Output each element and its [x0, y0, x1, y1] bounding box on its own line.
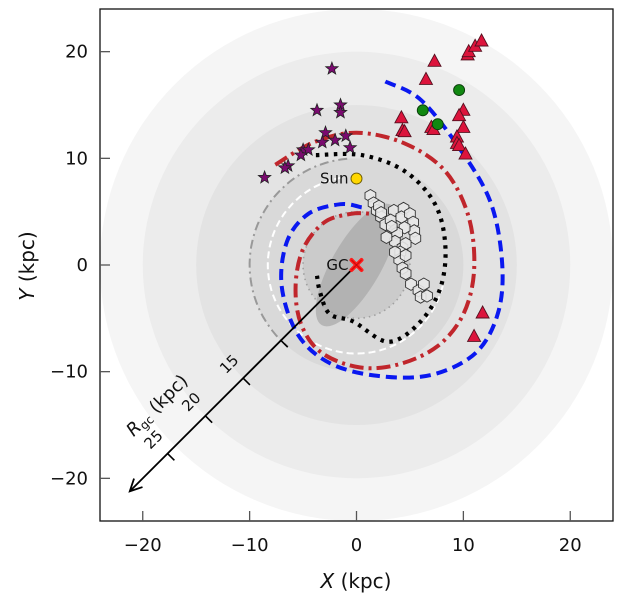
- hexagon-marker: [418, 277, 430, 291]
- hexagon-marker: [399, 266, 412, 281]
- star-marker: [315, 134, 330, 149]
- rgc-tick-15: [242, 377, 251, 386]
- triangle-marker: [475, 305, 490, 319]
- star-marker: [324, 61, 340, 75]
- x-tick-label: 10: [452, 535, 475, 556]
- x-tick-label: 0: [351, 535, 362, 556]
- star-marker: [257, 169, 272, 184]
- y-tick-label: 20: [65, 42, 88, 63]
- sun-marker: [350, 172, 363, 185]
- star-marker: [301, 142, 316, 157]
- star-marker: [318, 125, 333, 139]
- gc-marker-outline: [351, 259, 362, 271]
- series-circle: [416, 84, 466, 131]
- triangle-marker: [394, 109, 409, 124]
- circle-marker: [431, 118, 444, 131]
- y-tick-label: 0: [77, 255, 88, 276]
- star-marker: [277, 160, 293, 175]
- triangle-marker: [466, 328, 482, 342]
- data-markers: [257, 33, 490, 342]
- y-tick-label: −20: [50, 468, 88, 489]
- x-tick-label: 20: [559, 535, 582, 556]
- x-axis-title-var: X: [320, 569, 336, 593]
- gc-label: GC: [326, 256, 348, 274]
- circle-marker: [453, 84, 466, 97]
- triangle-marker: [451, 107, 467, 122]
- rgc-tick-25: [167, 452, 175, 461]
- triangle-marker: [451, 137, 467, 151]
- rgc-tick-10: [280, 339, 289, 348]
- circle-marker: [416, 104, 429, 117]
- hexagon-marker: [380, 230, 393, 245]
- spiral-arm-dotted: [314, 151, 448, 344]
- hexagon-marker: [375, 205, 387, 220]
- star-marker: [293, 147, 309, 162]
- triangle-marker: [458, 146, 473, 160]
- star-marker: [333, 104, 348, 119]
- triangle-marker: [456, 119, 471, 133]
- hexagon-marker: [389, 245, 401, 259]
- sun-label: Sun: [320, 170, 349, 188]
- x-tick-label: −20: [124, 535, 162, 556]
- spiral-arm-dashed: [279, 79, 505, 380]
- star-marker: [338, 128, 354, 143]
- axes: −20 −10 0 10 20 −20 −10 0 10 20: [50, 42, 582, 556]
- x-axis-title-unit: (kpc): [334, 569, 391, 593]
- y-axis-title: Y (kpc): [15, 231, 39, 300]
- hexagon-marker: [385, 219, 398, 234]
- y-axis-title-var: Y: [15, 287, 39, 301]
- rgc-axis-arrowhead: [128, 478, 143, 493]
- star-marker: [342, 140, 358, 154]
- series-hexagon: [364, 188, 433, 304]
- hexagon-marker: [399, 248, 412, 263]
- spiral-arms: [274, 79, 505, 380]
- y-tick-label: −10: [50, 362, 88, 383]
- triangle-marker: [474, 33, 489, 47]
- star-marker: [327, 132, 343, 147]
- triangle-marker: [418, 71, 434, 85]
- y-tick-label: 10: [65, 148, 88, 169]
- triangle-marker: [427, 53, 442, 67]
- triangle-marker: [397, 123, 412, 138]
- rgc-tick-20: [204, 415, 213, 424]
- series-star: [257, 61, 358, 184]
- x-axis-title: X (kpc): [320, 569, 392, 593]
- x-tick-label: −10: [231, 535, 269, 556]
- hexagon-marker: [409, 231, 422, 246]
- hexagon-marker: [421, 289, 433, 303]
- annotations: Sun GC: [320, 170, 364, 274]
- star-marker: [309, 102, 325, 117]
- y-axis-title-unit: (kpc): [15, 231, 39, 288]
- series-triangle: [394, 33, 490, 342]
- gray-dashdot-arc: [248, 157, 348, 348]
